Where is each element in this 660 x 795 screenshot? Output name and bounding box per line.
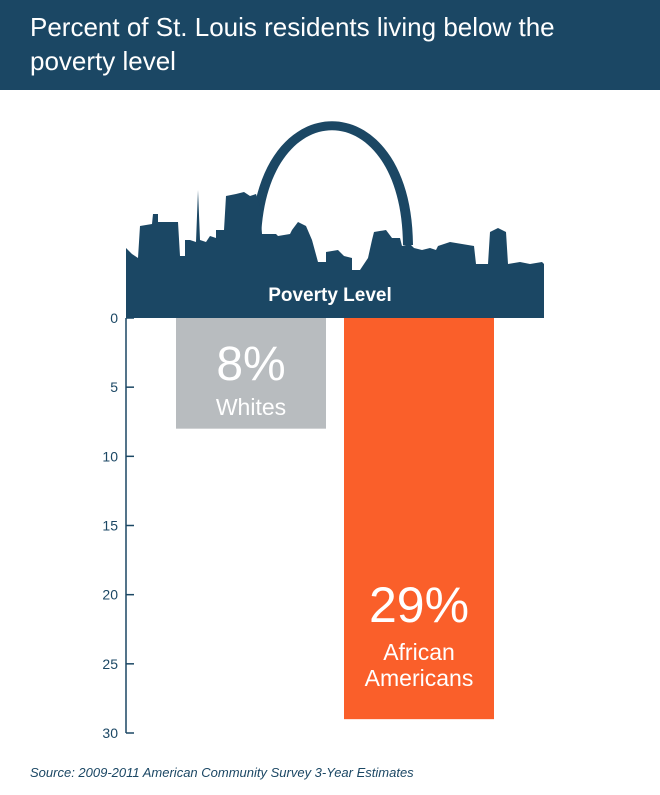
header-banner: Percent of St. Louis residents living be… — [0, 0, 660, 90]
y-tick-label: 10 — [102, 448, 118, 464]
y-tick-label: 20 — [102, 587, 118, 603]
chart-area: Poverty Level 8% Whites 29% African American… — [0, 90, 660, 760]
category-label: Whites — [216, 394, 286, 420]
category-label: Americans — [365, 665, 474, 691]
source-note: Source: 2009-2011 American Community Sur… — [30, 765, 414, 780]
y-axis: 0 5 10 15 20 25 30 — [102, 310, 134, 741]
chart-title: Percent of St. Louis residents living be… — [30, 12, 555, 76]
y-tick-label: 0 — [110, 310, 118, 326]
poverty-chart: Poverty Level 8% Whites 29% AfricanAmerican… — [102, 121, 544, 741]
skyline-silhouette — [126, 190, 544, 318]
baseline-label: Poverty Level — [268, 285, 392, 306]
gateway-arch-icon — [251, 121, 413, 245]
bar — [344, 318, 494, 720]
y-tick-label: 5 — [110, 379, 118, 395]
y-tick-label: 30 — [102, 725, 118, 741]
data-label: 29% — [369, 577, 469, 633]
st-louis-skyline-icon — [126, 121, 544, 318]
y-tick-label: 15 — [102, 518, 118, 534]
y-tick-label: 25 — [102, 656, 118, 672]
data-label: 8% — [216, 338, 285, 391]
category-label: African — [383, 639, 455, 665]
bar — [176, 318, 326, 429]
